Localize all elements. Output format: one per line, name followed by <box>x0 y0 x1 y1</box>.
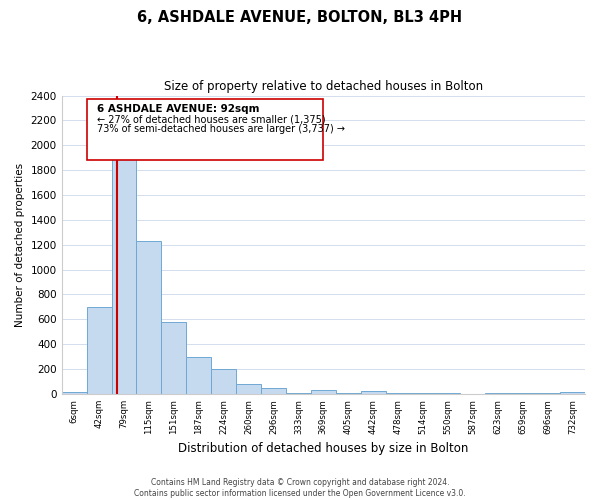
Text: 6, ASHDALE AVENUE, BOLTON, BL3 4PH: 6, ASHDALE AVENUE, BOLTON, BL3 4PH <box>137 10 463 25</box>
Text: ← 27% of detached houses are smaller (1,375): ← 27% of detached houses are smaller (1,… <box>97 114 325 124</box>
Bar <box>560 392 585 394</box>
Bar <box>361 392 386 394</box>
Text: Contains HM Land Registry data © Crown copyright and database right 2024.
Contai: Contains HM Land Registry data © Crown c… <box>134 478 466 498</box>
Bar <box>62 392 86 394</box>
X-axis label: Distribution of detached houses by size in Bolton: Distribution of detached houses by size … <box>178 442 469 455</box>
Bar <box>136 241 161 394</box>
Bar <box>186 356 211 394</box>
Bar <box>161 322 186 394</box>
Title: Size of property relative to detached houses in Bolton: Size of property relative to detached ho… <box>164 80 483 93</box>
Bar <box>311 390 336 394</box>
Y-axis label: Number of detached properties: Number of detached properties <box>15 162 25 327</box>
Bar <box>86 307 112 394</box>
Text: 73% of semi-detached houses are larger (3,737) →: 73% of semi-detached houses are larger (… <box>97 124 344 134</box>
Bar <box>236 384 261 394</box>
Text: 6 ASHDALE AVENUE: 92sqm: 6 ASHDALE AVENUE: 92sqm <box>97 104 259 115</box>
Bar <box>261 388 286 394</box>
Bar <box>112 152 136 394</box>
FancyBboxPatch shape <box>86 100 323 160</box>
Bar <box>211 369 236 394</box>
